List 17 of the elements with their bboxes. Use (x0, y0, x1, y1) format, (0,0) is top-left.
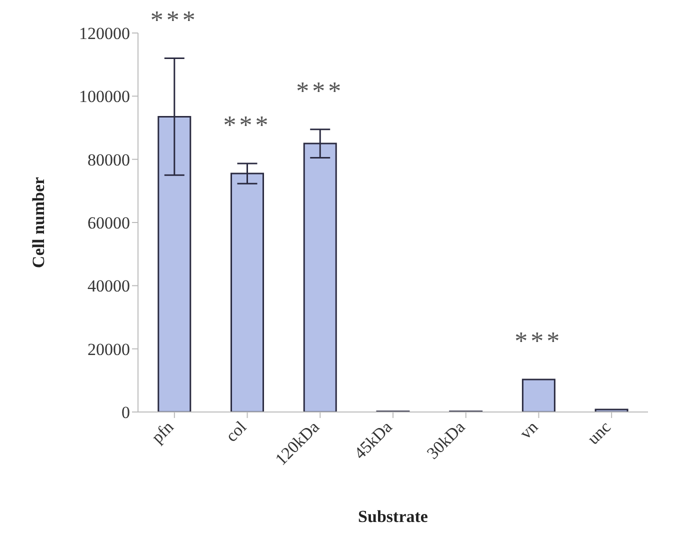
y-tick-label: 120000 (79, 24, 130, 44)
y-tick-label: 80000 (88, 150, 130, 170)
data-label: *** (223, 110, 272, 140)
y-tick-label: 0 (122, 403, 130, 422)
x-tick-label: unc (584, 417, 615, 448)
data-label: *** (150, 5, 198, 34)
data-label: *** (514, 326, 563, 356)
data-label: *** (296, 76, 344, 106)
y-axis-title: Cell number (29, 176, 48, 268)
y-tick-label: 40000 (88, 276, 130, 296)
x-tick-label: col (222, 417, 250, 446)
x-tick-label: pfn (148, 417, 178, 447)
x-axis-title: Substrate (358, 507, 428, 526)
y-tick-label: 60000 (88, 214, 130, 233)
x-tick-label: vn (516, 417, 542, 443)
y-tick-label: 20000 (88, 340, 130, 359)
y-tick-label: 100000 (79, 87, 130, 106)
